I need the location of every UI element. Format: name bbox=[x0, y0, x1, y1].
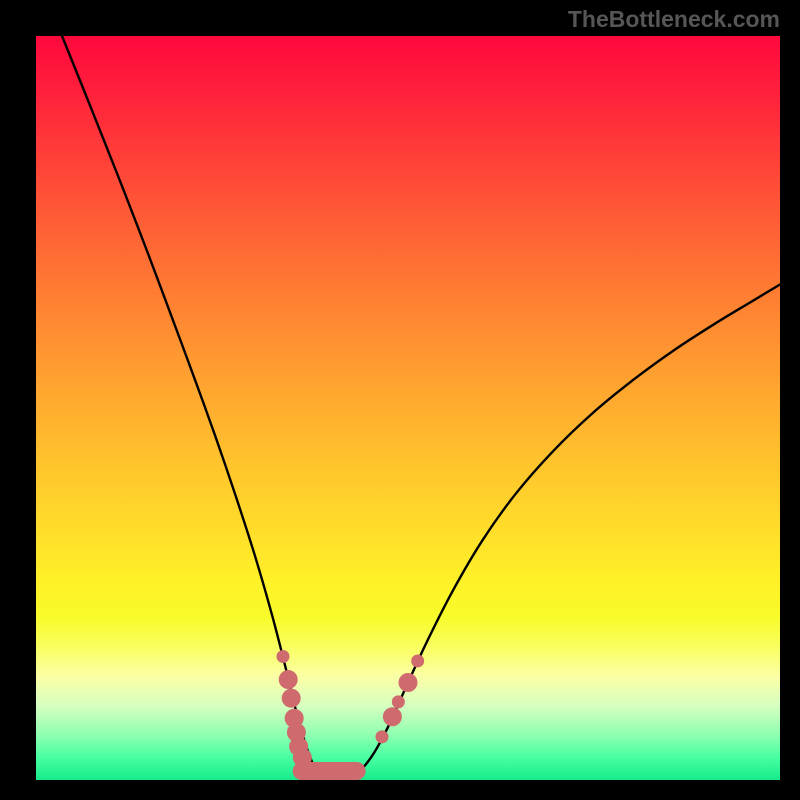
plot-background bbox=[36, 36, 780, 780]
chart-stage: TheBottleneck.com bbox=[0, 0, 800, 800]
watermark-text: TheBottleneck.com bbox=[568, 6, 780, 33]
